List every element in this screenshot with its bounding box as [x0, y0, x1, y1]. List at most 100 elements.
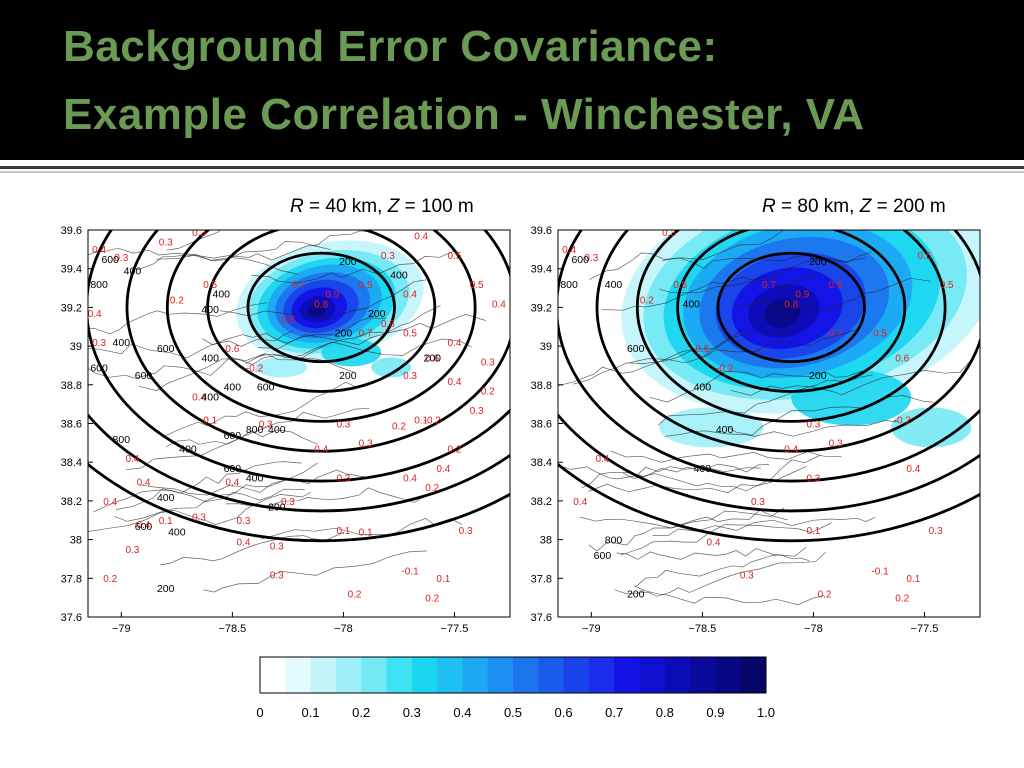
- x-tick-label: −78.5: [218, 623, 246, 635]
- correlation-value-label: 0.3: [359, 439, 373, 450]
- left-panel-title: R = 40 km, Z = 100 m: [290, 196, 474, 218]
- z-symbol: Z: [859, 196, 872, 217]
- x-tick-label: −79: [582, 623, 601, 635]
- terrain-contour: [138, 469, 366, 496]
- correlation-patch: [659, 407, 764, 448]
- colorbar-segment: [437, 657, 463, 693]
- correlation-value-label: 0.5: [448, 251, 462, 262]
- y-tick-label: 39.2: [61, 302, 82, 314]
- correlation-ring: [88, 230, 510, 483]
- correlation-ring: [558, 412, 980, 513]
- correlation-value-label: 0.4: [707, 537, 721, 548]
- r-value: = 40 km,: [303, 196, 388, 217]
- terrain-contour: [203, 550, 427, 593]
- correlation-value-label: 0.3: [403, 371, 417, 382]
- z-value: = 200 m: [871, 196, 946, 217]
- correlation-value-label: 0.3: [270, 570, 284, 581]
- colorbar-segment: [513, 657, 539, 693]
- elevation-contour-label: 600: [257, 382, 275, 394]
- correlation-value-label: -0.2: [246, 363, 264, 374]
- correlation-value-label: 0.6: [281, 315, 295, 326]
- terrain-contour: [261, 518, 463, 540]
- correlation-value-label: 0.6: [425, 354, 439, 365]
- correlation-value-label: 0.3: [829, 439, 843, 450]
- terrain-contour: [88, 302, 268, 335]
- colorbar-segment: [639, 657, 666, 693]
- elevation-contour-label: 600: [101, 254, 119, 266]
- terrain-contour: [125, 429, 318, 471]
- correlation-value-label: 0.3: [259, 419, 273, 430]
- elevation-contour-label: 200: [809, 370, 827, 382]
- terrain-contour: [202, 317, 387, 346]
- correlation-value-label: 0.4: [595, 454, 609, 465]
- correlation-value-label: 0.3: [237, 516, 251, 527]
- elevation-contour-label: 800: [605, 534, 623, 546]
- elevation-contour-label: 200: [423, 353, 441, 365]
- map-panel-left: 0.4 0.3 0.3 0.3 0.5 0.2 0.4 0.3 0.6 -0.2 0.4 0.1 0.3…: [61, 225, 511, 635]
- y-tick-label: 38.2: [531, 496, 552, 508]
- correlation-value-label: 0.5: [403, 328, 417, 339]
- correlation-value-label: 0.9: [795, 290, 809, 301]
- colorbar-tick-label: 0.1: [302, 705, 320, 720]
- colorbar-tick-label: 0: [256, 705, 263, 720]
- colorbar-tick-label: 0.4: [453, 705, 471, 720]
- elevation-contour-label: 800: [560, 279, 578, 291]
- correlation-ring: [676, 230, 907, 393]
- colorbar-frame: [259, 656, 767, 694]
- correlation-value-label: 0.9: [325, 290, 339, 301]
- correlation-ring: [246, 251, 396, 364]
- elevation-contour-label: 400: [201, 391, 219, 403]
- elevation-contour-label: 600: [594, 550, 612, 562]
- elevation-contour-label: 200: [368, 308, 386, 320]
- elevation-contour-label: 200: [339, 370, 357, 382]
- colorbar-segment: [538, 657, 565, 693]
- correlation-value-label: 0.4: [573, 497, 587, 508]
- terrain-contour: [165, 407, 370, 448]
- title-divider-light: [0, 171, 1024, 173]
- terrain-contour: [634, 585, 825, 606]
- elevation-contour-label: 600: [135, 370, 153, 382]
- elevation-contour-label: 400: [716, 424, 734, 436]
- correlation-value-label: 0.4: [414, 232, 428, 243]
- colorbar-segment: [487, 657, 514, 693]
- correlation-value-label: 0.4: [192, 392, 206, 403]
- terrain-contour: [658, 374, 873, 426]
- elevation-contour-label: 400: [246, 473, 264, 485]
- correlation-patch: [891, 407, 972, 448]
- colorbar-segment: [335, 657, 362, 693]
- terrain-contour: [220, 279, 427, 320]
- r-value: = 80 km,: [775, 196, 860, 217]
- elevation-contour-label: 400: [694, 463, 712, 475]
- right-panel-title: R = 80 km, Z = 200 m: [762, 196, 946, 218]
- colorbar-segment: [462, 657, 489, 693]
- correlation-value-label: 0.2: [481, 386, 495, 397]
- correlation-value-label: 0.7: [829, 328, 843, 339]
- correlation-value-label: 0.2: [425, 483, 439, 494]
- correlation-ring: [635, 230, 947, 423]
- terrain-contour: [588, 465, 807, 494]
- y-tick-label: 39.6: [531, 225, 552, 237]
- correlation-value-label: 0.3: [381, 251, 395, 262]
- elevation-contour-label: 200: [268, 502, 286, 514]
- elevation-contour-label: 400: [212, 289, 230, 301]
- terrain-contour: [610, 450, 842, 463]
- terrain-contour: [88, 353, 266, 379]
- terrain-contour: [558, 464, 761, 480]
- elevation-contour-label: 200: [627, 589, 645, 601]
- elevation-contour-label: 600: [224, 430, 242, 442]
- slide-title-line-2: Example Correlation - Winchester, VA: [63, 90, 865, 139]
- correlation-value-label: 0.5: [359, 280, 373, 291]
- terrain-contour: [727, 395, 934, 436]
- correlation-value-label: 0.4: [448, 338, 462, 349]
- y-tick-label: 37.6: [531, 612, 552, 624]
- correlation-value-label: 0.5: [918, 251, 932, 262]
- x-tick-label: −77.5: [911, 623, 939, 635]
- y-tick-label: 38.8: [61, 380, 82, 392]
- colorbar: 0 0.1 0.2 0.3 0.4 0.5 0.6 0.7 0.8 0.9 1.0: [256, 656, 775, 720]
- colorbar-tick-label: 0.3: [403, 705, 421, 720]
- correlation-value-label: 0.1: [159, 516, 173, 527]
- correlation-value-label: 0.3: [125, 545, 139, 556]
- y-tick-label: 38.4: [61, 457, 82, 469]
- elevation-contour-label: 600: [224, 463, 242, 475]
- x-tick-label: −79: [112, 623, 131, 635]
